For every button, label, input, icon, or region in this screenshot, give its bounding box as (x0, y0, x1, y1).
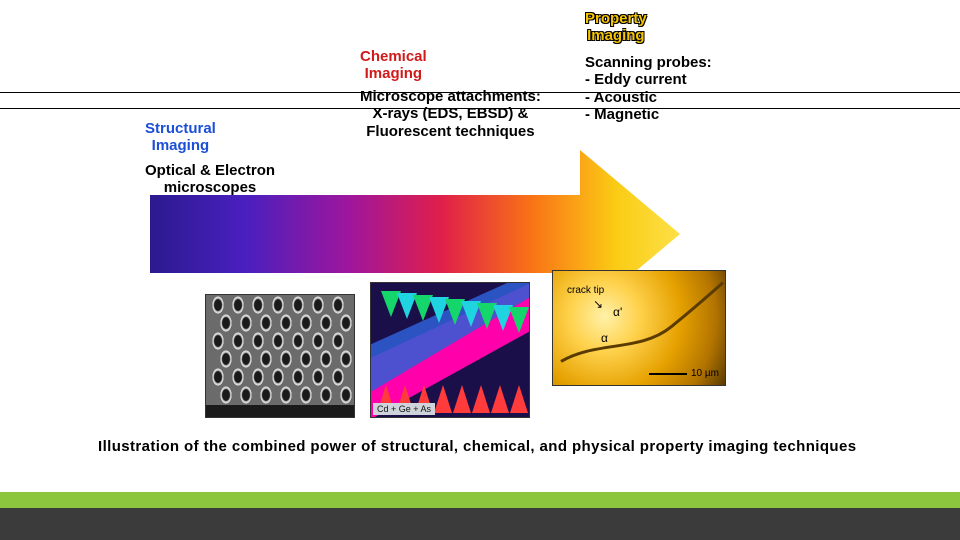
property-sub-line4: - Magnetic (585, 106, 659, 123)
figure-caption: Illustration of the combined power of st… (98, 438, 856, 455)
chemical-title: Chemical Imaging (360, 48, 427, 83)
chemical-title-line2: Imaging (365, 65, 423, 82)
eds-overlay-label: Cd + Ge + As (373, 403, 435, 415)
chemical-sub-line2: X-rays (EDS, EBSD) & (373, 105, 529, 122)
footer-bar-green (0, 492, 960, 508)
structural-title-line1: Structural (145, 120, 216, 137)
probe-annotation: α (601, 331, 608, 345)
property-sub-line1: Scanning probes: (585, 54, 712, 71)
property-sub: Scanning probes: - Eddy current - Acoust… (585, 54, 712, 123)
probe-annotation: α' (613, 305, 622, 319)
chemical-sub-line1: Microscope attachments: (360, 88, 541, 105)
eds-thumbnail: Cd + Ge + As (370, 282, 530, 418)
probe-scalebar: 10 µm (649, 368, 719, 379)
probe-annotation: crack tip (567, 285, 604, 296)
property-sub-line3: - Acoustic (585, 89, 657, 106)
property-title: Property Imaging (585, 10, 647, 45)
probe-thumbnail: crack tip↘ α' α 10 µm (552, 270, 726, 386)
probe-annotation: ↘ (593, 297, 603, 311)
chemical-sub: Microscope attachments: X-rays (EDS, EBS… (360, 88, 541, 140)
property-title-line2: Imaging (587, 27, 645, 44)
chemical-title-line1: Chemical (360, 48, 427, 65)
eds-map-icon (371, 283, 530, 418)
property-sub-line2: - Eddy current (585, 71, 687, 88)
chemical-sub-line3: Fluorescent techniques (366, 123, 534, 140)
sem-infobar (206, 405, 354, 417)
sem-thumbnail (205, 294, 355, 418)
property-title-line1: Property (585, 10, 647, 27)
